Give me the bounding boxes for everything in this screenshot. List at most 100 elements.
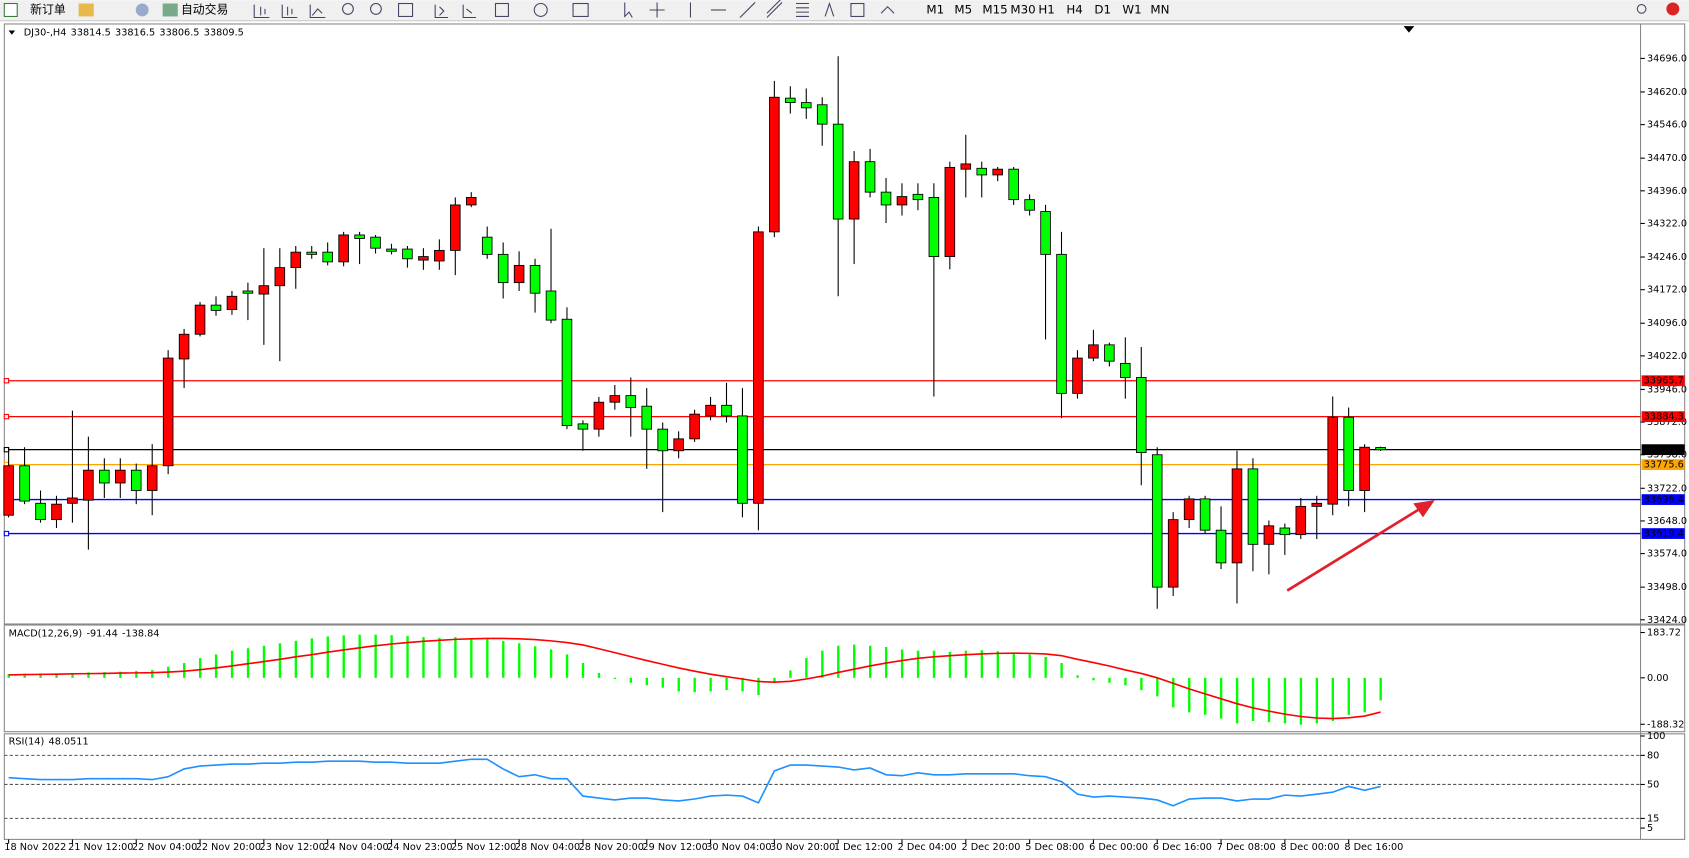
timeframe-button[interactable]: MN [1150, 2, 1169, 16]
candle-body [418, 256, 429, 261]
symbol-menu-marker [8, 30, 16, 35]
icon[interactable] [342, 2, 354, 15]
macd-bar [438, 637, 441, 678]
icon[interactable] [135, 3, 149, 17]
timeframe-button[interactable]: D1 [1094, 2, 1111, 16]
auto-trading-button[interactable]: 自动交易 [162, 2, 229, 16]
macd-bar [980, 650, 984, 678]
icon[interactable] [796, 2, 809, 17]
macd-bar [1028, 654, 1031, 678]
candle-body [1295, 505, 1307, 536]
timeframe-button[interactable]: M1 [926, 2, 944, 16]
x-tick-label: 7 Dec 08:00 [1217, 842, 1276, 853]
macd-bar [1315, 677, 1319, 724]
y-tick-label: 33946.0 [1647, 384, 1687, 395]
icon[interactable] [533, 2, 548, 17]
notification-icon[interactable] [1666, 2, 1680, 16]
candle-body [992, 168, 1003, 176]
x-tick-label: 6 Dec 16:00 [1153, 842, 1212, 853]
icon[interactable] [824, 1, 835, 17]
icon[interactable] [850, 2, 865, 17]
timeframe-button[interactable]: W1 [1122, 2, 1141, 16]
candle-body [1343, 416, 1354, 491]
candle-body [625, 395, 637, 408]
macd-bar [916, 650, 920, 678]
macd-bar [23, 673, 26, 678]
icon[interactable] [434, 4, 449, 19]
macd-bar [1044, 656, 1047, 678]
y-tick-label: 33722.0 [1647, 483, 1687, 494]
icon[interactable] [78, 3, 94, 17]
candle-body [816, 104, 828, 125]
candle-body [769, 96, 780, 233]
new-order-button[interactable]: 新订单 [3, 2, 66, 17]
candle-body [99, 469, 110, 484]
icon[interactable] [462, 4, 477, 19]
y-tick-label: 34246.0 [1647, 252, 1687, 263]
x-tick-label: 24 Nov 23:00 [387, 842, 452, 853]
icon[interactable] [572, 2, 589, 17]
y-tick-label: 33424.0 [1647, 615, 1687, 626]
macd-bar [1283, 677, 1287, 724]
last-open: 33814.5 [71, 28, 111, 39]
candle-body [1135, 377, 1147, 453]
candle-body [609, 395, 621, 403]
macd-bar [135, 670, 138, 678]
macd-bar [230, 650, 234, 678]
candle-body [657, 428, 668, 452]
macd-bar [1251, 677, 1255, 721]
y-tick-label: 34470.0 [1647, 153, 1687, 164]
candle-body [848, 161, 860, 220]
macd-bar [1108, 677, 1111, 683]
macd-bar [837, 645, 840, 678]
icon[interactable] [624, 2, 633, 18]
timeframe-button[interactable]: M30 [1010, 2, 1035, 16]
macd-bar [1331, 677, 1334, 721]
x-tick-label: 5 Dec 08:00 [1025, 842, 1084, 853]
timeframe-button[interactable]: M5 [954, 2, 972, 16]
icon[interactable] [649, 2, 665, 18]
icon[interactable] [739, 2, 756, 18]
macd-bar [1092, 677, 1095, 681]
x-tick-label: 6 Dec 00:00 [1089, 842, 1148, 853]
toolbar: 新订单 自动交易 [0, 0, 1689, 22]
candle-body [1024, 199, 1035, 211]
timeframe-button[interactable]: H1 [1038, 2, 1054, 16]
y-tick-label: 80 [1647, 750, 1659, 761]
candle-body [115, 469, 126, 484]
candle-body [864, 161, 876, 193]
icon[interactable] [766, 0, 783, 18]
candle-body [450, 204, 461, 251]
candle-body [290, 251, 302, 269]
candle-body [705, 404, 716, 417]
candle-body [800, 102, 812, 109]
icon[interactable] [253, 4, 270, 19]
candle-body [673, 438, 684, 452]
y-tick-label: 33648.0 [1647, 516, 1687, 527]
new-order-label: 新订单 [30, 2, 66, 16]
x-tick-label: 25 Nov 12:00 [451, 842, 516, 853]
macd-bar [581, 663, 585, 678]
candle-body [944, 166, 956, 258]
macd-bar [789, 670, 792, 678]
level-label: 33965.7 [1644, 376, 1684, 387]
icon[interactable] [281, 4, 298, 19]
macd-bar [597, 672, 601, 678]
candle-body [529, 264, 541, 294]
macd-bar [87, 672, 90, 678]
rsi-panel-border [3, 733, 1686, 840]
candle-body [194, 304, 206, 335]
candle-body [880, 191, 892, 206]
timeframe-button[interactable]: M15 [982, 2, 1007, 16]
macd-bar [709, 677, 712, 692]
icon[interactable] [494, 2, 509, 17]
icon[interactable] [398, 2, 414, 17]
timeframe-button[interactable]: H4 [1066, 2, 1082, 16]
x-tick-label: 29 Nov 12:00 [642, 842, 707, 853]
search-icon[interactable] [1636, 4, 1647, 14]
icon[interactable] [370, 2, 382, 15]
icon[interactable] [880, 5, 895, 14]
icon[interactable] [309, 4, 326, 19]
